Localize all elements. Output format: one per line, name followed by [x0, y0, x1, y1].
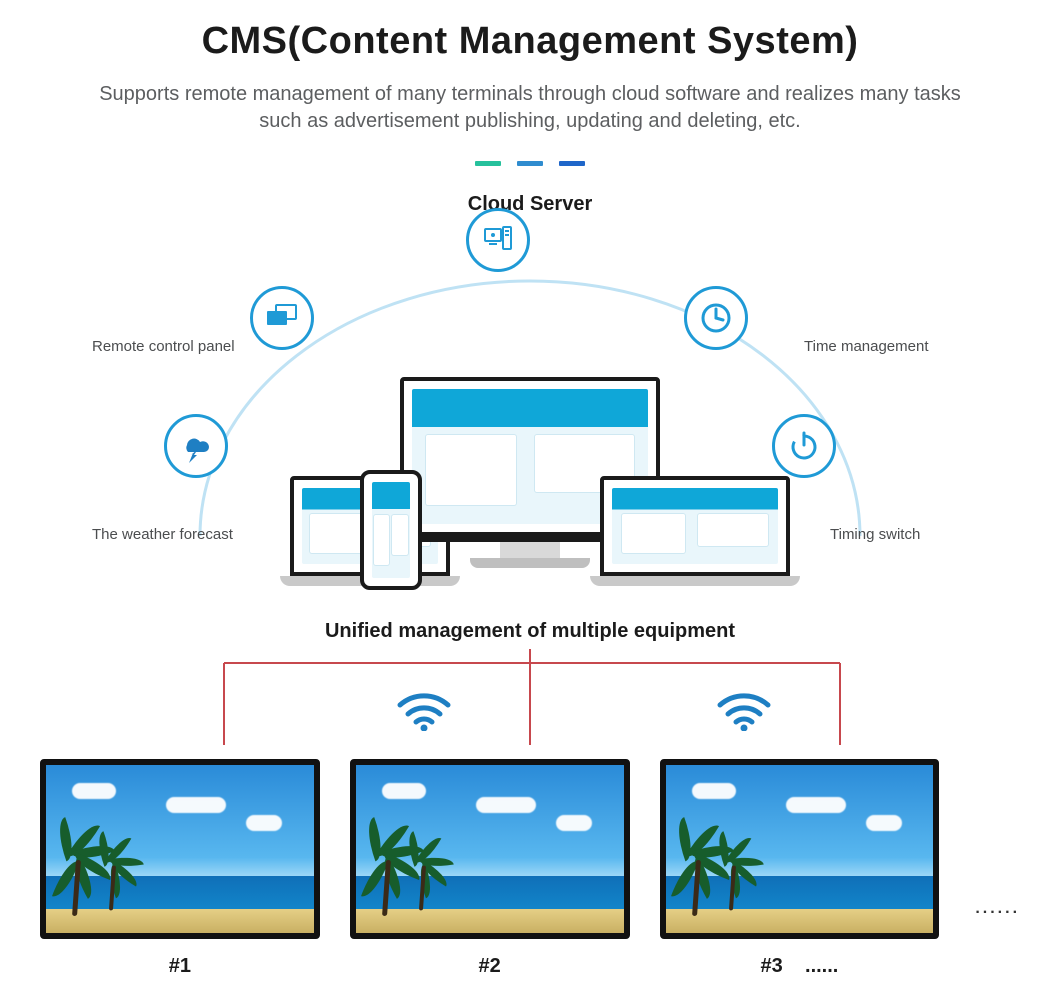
- display-screen: [660, 759, 940, 939]
- display-panel: #3 ......: [660, 759, 940, 978]
- server-icon: [466, 208, 530, 272]
- wifi-icon: [396, 689, 452, 731]
- feature-time-management: Time management: [804, 338, 929, 355]
- panels-icon: [250, 286, 314, 350]
- feature-remote-control-panel: Remote control panel: [92, 338, 235, 355]
- more-panels-dots: ......: [969, 820, 1020, 918]
- display-panel: #1: [40, 759, 320, 978]
- display-screen: [40, 759, 320, 939]
- panel-label: #2: [350, 955, 630, 978]
- display-panels-row: #1 #2 #3 ...... ......: [40, 759, 1020, 978]
- power-icon: [772, 414, 836, 478]
- phone-device: [360, 470, 422, 590]
- weather-icon: [164, 414, 228, 478]
- feature-timing-switch: Timing switch: [830, 526, 920, 543]
- page-title: CMS(Content Management System): [0, 0, 1060, 63]
- features-arc: Remote control panel Time management The…: [0, 226, 1060, 596]
- cloud-server-label: Cloud Server: [0, 193, 1060, 216]
- unified-management-label: Unified management of multiple equipment: [0, 620, 1060, 643]
- device-cluster: [300, 366, 760, 596]
- connection-tree: [120, 649, 940, 759]
- panel-label: #3 ......: [660, 955, 940, 978]
- decorative-dashes: [0, 153, 1060, 171]
- panel-label: #1: [40, 955, 320, 978]
- feature-weather-forecast: The weather forecast: [92, 526, 233, 543]
- dash-1: [475, 161, 501, 166]
- display-screen: [350, 759, 630, 939]
- tree-lines: [120, 649, 940, 759]
- display-panel: #2: [350, 759, 630, 978]
- clock-icon: [684, 286, 748, 350]
- dash-2: [517, 161, 543, 166]
- dash-3: [559, 161, 585, 166]
- laptop-device: [600, 476, 790, 586]
- page-subtitle: Supports remote management of many termi…: [80, 81, 980, 135]
- wifi-icon: [716, 689, 772, 731]
